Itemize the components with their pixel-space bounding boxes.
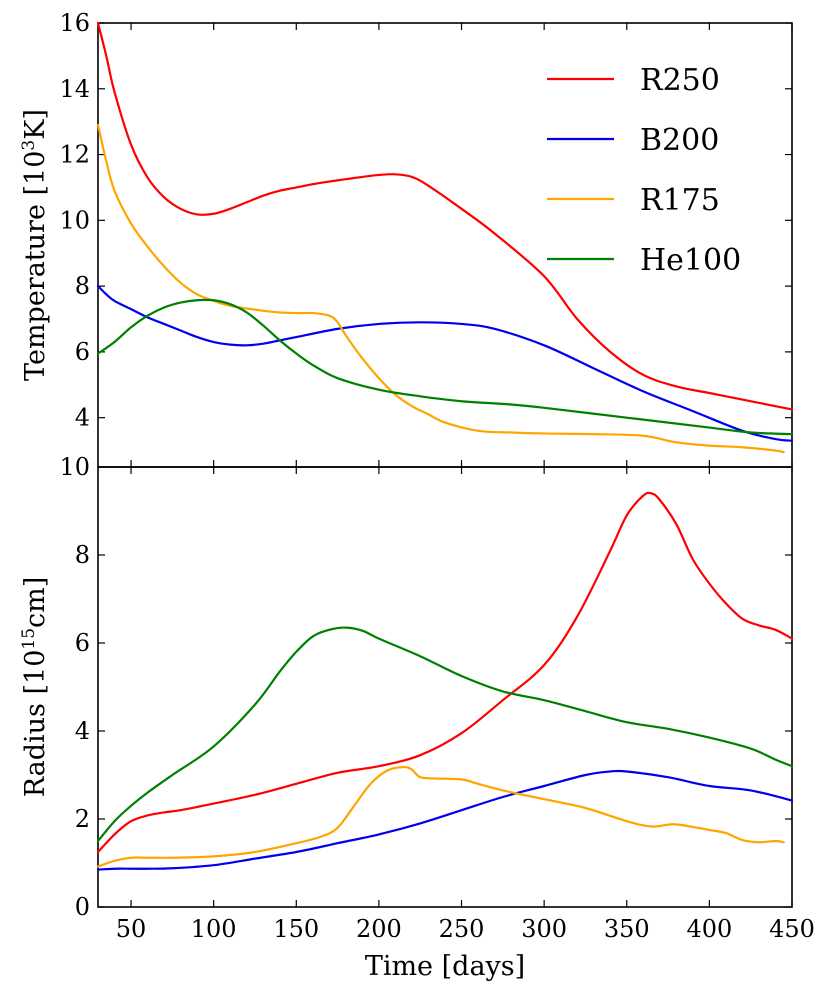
legend-label-r250: R250 xyxy=(640,63,720,98)
radius-axis-title: Radius [1015cm] xyxy=(19,577,51,798)
radius-ytick-label: 8 xyxy=(75,541,90,569)
radius-ytick-label: 10 xyxy=(59,453,90,481)
temperature-line-r175 xyxy=(96,123,785,454)
temperature-axis-title: Temperature [103K] xyxy=(19,109,51,381)
radius-ytick-label: 2 xyxy=(75,805,90,833)
radius-ytick-label: 0 xyxy=(75,893,90,921)
radius-line-b200 xyxy=(96,769,794,871)
radius-ticks: 0 2 4 6 8 10 50 100 150 200 250 300 350 400 450 xyxy=(59,453,814,943)
temperature-ytick-label: 14 xyxy=(59,75,90,103)
radius-panel: 0 2 4 6 8 10 50 100 150 200 250 300 350 400 450 Radius… xyxy=(19,453,815,982)
legend-label-r175: R175 xyxy=(640,183,720,218)
temperature-ytick-label: 6 xyxy=(75,338,90,366)
legend-label-he100: He100 xyxy=(640,243,741,278)
xtick-label: 200 xyxy=(356,915,402,943)
time-axis-title: Time [days] xyxy=(365,951,525,982)
radius-ytick-label: 4 xyxy=(75,717,90,745)
legend-label-b200: B200 xyxy=(640,123,719,158)
temperature-ytick-label: 12 xyxy=(59,141,90,169)
xtick-label: 400 xyxy=(686,915,732,943)
temperature-ytick-label: 10 xyxy=(59,206,90,234)
xtick-label: 50 xyxy=(116,915,147,943)
temperature-line-r250 xyxy=(96,21,794,411)
radius-axes-frame xyxy=(97,466,793,908)
radius-line-r175 xyxy=(96,765,785,868)
legend: R250 B200 R175 He100 xyxy=(547,63,741,278)
radius-series xyxy=(96,491,794,871)
temperature-series xyxy=(96,21,794,454)
radius-line-he100 xyxy=(96,626,794,843)
temperature-ticks: 4 6 8 10 12 14 16 xyxy=(59,9,793,467)
radius-ytick-label: 6 xyxy=(75,629,90,657)
temperature-ytick-label: 8 xyxy=(75,272,90,300)
xtick-label: 300 xyxy=(521,915,567,943)
temperature-line-he100 xyxy=(96,298,794,436)
temperature-ytick-label: 16 xyxy=(59,9,90,37)
xtick-label: 250 xyxy=(439,915,485,943)
xtick-label: 450 xyxy=(769,915,815,943)
xtick-label: 150 xyxy=(273,915,319,943)
xtick-label: 350 xyxy=(604,915,650,943)
radius-line-r250 xyxy=(96,491,794,854)
xtick-label: 100 xyxy=(191,915,237,943)
temperature-line-b200 xyxy=(96,285,794,442)
temperature-ytick-label: 4 xyxy=(75,404,90,432)
